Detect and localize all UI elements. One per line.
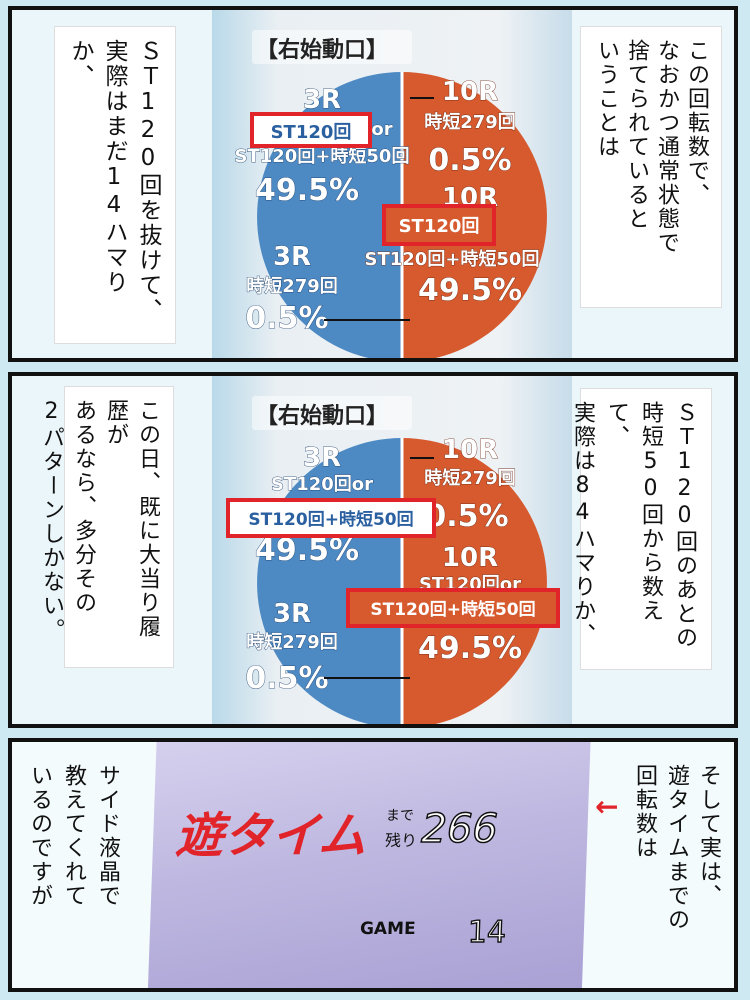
chart-label: 49.5% [418,631,522,666]
pie-chart: 【右始動口】 10R 時短279回 0.5% 10R ST120回or 49.5… [226,396,560,724]
chart-label: 時短279回 [246,275,338,297]
caption-right: ＳＴ120回のあとの 時短50回から数えて、 実際は84ハマりか、 [570,388,712,670]
chart-title: 【右始動口】 [256,37,388,63]
pie-chart-photo: 【右始動口】 10R 時短279回 0.5% 10R ST120回or 49.5… [212,376,572,724]
chart-label: 3R [273,599,311,629]
lcd-display: 遊タイム まで 残り 266 GAME 14 [174,805,507,950]
chart-label: 10R [442,435,498,465]
chart-label: ST120回+時短50回 [365,248,540,270]
highlight-text: ST120回+時短50回 [248,509,413,530]
chart-label: 3R [303,85,341,115]
remaining-count: 266 [421,806,499,852]
chart-title: 【右始動口】 [256,403,388,429]
caption-line: この回転数で、 [684,39,709,207]
chart-label: 0.5% [245,301,328,336]
caption-left: ＳＴ120回を抜けて、 実際はまだ14ハマりか、 [54,26,176,344]
caption-left: サイド液晶で 教えてくれて いるのですが [22,752,134,974]
yu-time-logo: 遊タイム [174,808,367,864]
pie-chart: 【右始動口】 10R 時短279回 0.5% 10R ST120回+時短50回 … [234,30,547,358]
chart-label: 0.5% [425,499,508,534]
chart-label: 0.5% [428,143,511,178]
pie-slice-right [402,438,547,724]
caption-line: 教えてくれて [61,764,86,908]
caption-line: サイド液晶で [95,764,120,908]
game-count: 14 [467,915,506,950]
caption-line: なおかつ通常状態で [654,39,679,255]
chart-label: 時短279回 [424,111,516,133]
caption-line: 遊タイムまでの [664,764,689,932]
highlight-text: ST120回 [271,122,352,143]
chart-label: 3R [273,242,311,272]
chart-label: ST120回+時短50回 [235,145,410,167]
chart-label: ST120回or [271,474,373,495]
comic-panel-1: ＳＴ120回を抜けて、 実際はまだ14ハマりか、 【右始動口】 10R 時短27… [8,6,738,362]
chart-label: 時短279回 [246,631,338,653]
chart-label: 10R [442,543,498,573]
caption-line: あるなら、多分その [71,399,96,615]
pie-chart-photo: 【右始動口】 10R 時短279回 0.5% 10R ST120回+時短50回 … [212,10,572,358]
caption-left: この日、既に大当り履歴が あるなら、多分その 2パターンしかない。 [39,386,174,668]
chart-label: or [371,119,392,140]
chart-label: 10R [442,77,498,107]
highlight-box [382,204,496,246]
caption-line: いるのですが [27,764,52,908]
caption-right: そして実は、 遊タイムまでの 回転数は [632,752,734,982]
highlight-text: ST120回 [399,216,480,237]
caption-line: この日、既に大当り履歴が [103,399,160,639]
caption-line: 実際は84ハマりか、 [570,401,595,647]
arrow-icon: ← [595,790,619,823]
comic-panel-3: サイド液晶で 教えてくれて いるのですが 遊タイム まで 残り 266 GAME… [8,738,738,992]
caption-line: 捨てられていると [624,39,649,231]
nokori-label: 残り [385,831,418,850]
highlight-text: ST120回+時短50回 [370,599,535,620]
comic-panel-2: この日、既に大当り履歴が あるなら、多分その 2パターンしかない。 【右始動口】… [8,372,738,728]
caption-line: ＳＴ120回を抜けて、 [135,39,161,323]
caption-right: この回転数で、 なおかつ通常状態で 捨てられていると いうことは [580,26,722,308]
caption-line: 時短50回から数えて、 [604,401,663,623]
chart-label: 0.5% [245,661,328,696]
chart-label: 49.5% [418,273,522,308]
chart-label: 時短279回 [424,467,516,489]
highlight-box [226,498,436,538]
chart-label: 49.5% [255,173,359,208]
side-lcd-screen: 遊タイム まで 残り 266 GAME 14 [147,742,591,988]
caption-line: 2パターンしかない。 [39,399,64,642]
game-label: GAME [360,919,416,939]
caption-line: そして実は、 [696,764,721,908]
caption-line: 実際はまだ14ハマりか、 [67,39,127,295]
caption-line: 回転数は [632,764,657,860]
made-label: まで [386,808,415,824]
highlight-box [346,588,560,628]
highlight-box [250,112,372,148]
chart-label: 49.5% [255,533,359,568]
caption-line: ＳＴ120回のあとの [672,401,697,650]
caption-line: いうことは [594,39,619,159]
chart-label: 3R [303,443,341,473]
